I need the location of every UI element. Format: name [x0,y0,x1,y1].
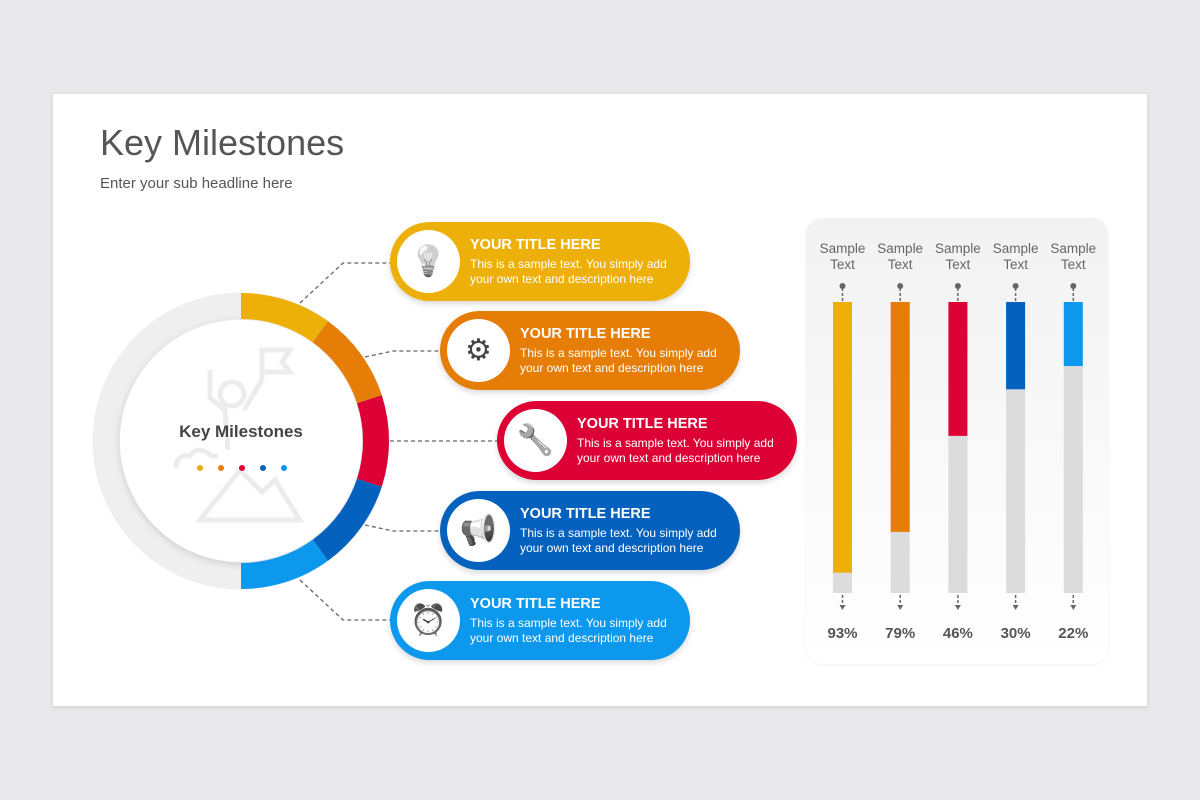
connectors [299,262,502,621]
arrow-down-icon [897,605,904,610]
megaphone-icon: 📢 [447,499,510,562]
lightbulb-icon: 💡 [397,230,460,293]
color-dot [260,465,266,471]
milestone-card-4: 📢 YOUR TITLE HERE This is a sample text.… [440,491,740,570]
bar-fill-3 [948,302,968,436]
bar-fill-5 [1063,302,1083,367]
ring-segment-2 [312,321,382,404]
tools-icon: 🔧 [504,409,567,472]
page-title: Key Milestones [100,122,345,163]
card-description: This is a sample text. You simply add yo… [470,257,667,286]
color-dot [218,465,224,471]
bar-track [1063,302,1083,593]
bar-value-label: 30% [1000,625,1031,642]
ring-segment-5 [241,539,328,589]
arrow-down-icon [1012,605,1019,610]
bar-fill-2 [890,302,910,532]
connector-line [364,350,445,358]
card-title: YOUR TITLE HERE [470,596,601,612]
color-dot [197,465,203,471]
card-description: This is a sample text. You simply add yo… [520,526,717,555]
ring-segment-4 [312,478,382,561]
card-title: YOUR TITLE HERE [520,506,651,522]
alarm-clock-icon: ⏰ [397,589,460,652]
card-title: YOUR TITLE HERE [577,416,708,432]
milestone-card-3: 🔧 YOUR TITLE HERE This is a sample text.… [497,401,797,480]
bar-category-label: Sample Text [1050,241,1097,272]
center-label: Key Milestones [179,422,303,441]
ring-segment-3 [357,395,389,487]
gears-stopwatch-icon: ⚙ [447,319,510,382]
color-dot [281,465,287,471]
page-subtitle: Enter your sub headline here [100,175,293,192]
bar-value-label: 79% [885,625,916,642]
arrow-down-icon [954,605,961,610]
card-description: This is a sample text. You simply add yo… [470,616,667,645]
bar-pin-head [954,283,961,289]
ring-center [120,320,362,562]
bar-fill-4 [1006,302,1026,390]
milestone-card-1: 💡 YOUR TITLE HERE This is a sample text.… [390,222,690,301]
climber-flag-icon [173,347,305,523]
bar-pin-head [839,283,846,289]
bar-value-label: 93% [827,625,858,642]
connector-line [299,262,395,304]
card-description: This is a sample text. You simply add yo… [577,436,774,465]
bar-pin-head [897,283,904,289]
bar-category-label: Sample Text [877,241,924,272]
arrow-down-icon [1070,605,1077,610]
bar-category-label: Sample Text [992,241,1039,272]
card-description: This is a sample text. You simply add yo… [520,346,717,375]
card-title: YOUR TITLE HERE [520,326,651,342]
connector-line [299,579,395,621]
bar-category-label: Sample Text [935,241,981,272]
card-title: YOUR TITLE HERE [470,237,601,253]
connector-line [364,524,445,532]
ring-segment-1 [241,293,328,343]
arrow-down-icon [839,605,846,610]
color-dot [239,465,245,471]
bar-pin-head [1012,283,1019,289]
bar-value-label: 22% [1058,625,1089,642]
milestone-card-5: ⏰ YOUR TITLE HERE This is a sample text.… [390,581,690,660]
milestone-card-2: ⚙ YOUR TITLE HERE This is a sample text.… [440,311,740,390]
bar-category-label: Sample Text [819,241,866,272]
bar-pin-head [1070,283,1077,289]
bar-value-label: 46% [942,625,973,642]
bar-fill-1 [833,302,852,573]
